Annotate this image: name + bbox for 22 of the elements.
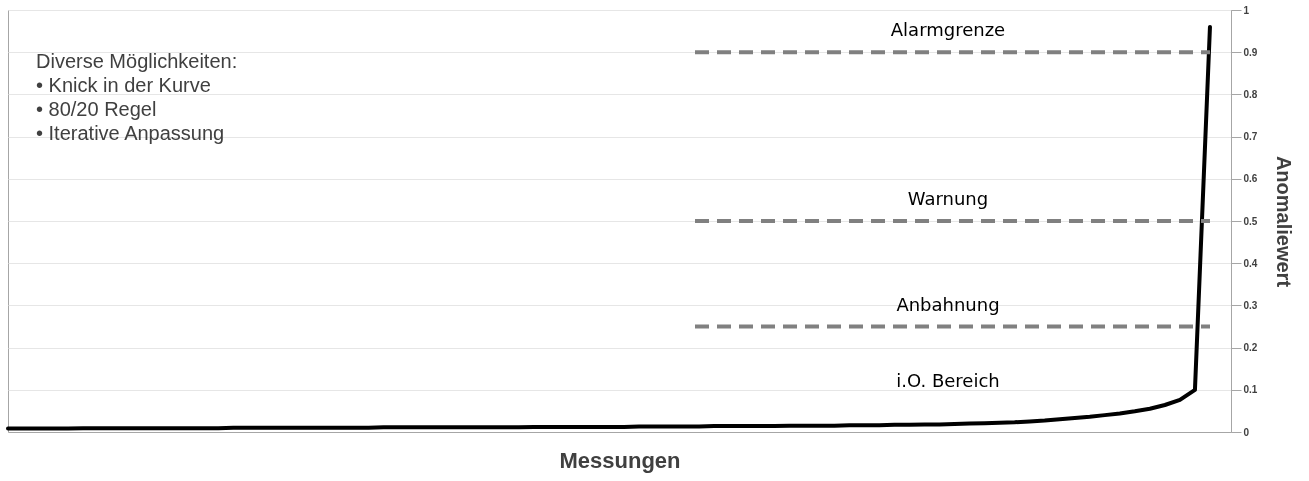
ref-line-label: Alarmgrenze: [890, 19, 1006, 41]
ref-line-label: Anbahnung: [896, 293, 1000, 315]
annotation: i.O. Bereich: [896, 370, 1000, 391]
y-axis-title: Anomaliewert: [1273, 155, 1296, 288]
ref-line-label: Warnung: [907, 188, 989, 209]
annotation: • Iterative Anpassung: [36, 122, 225, 144]
y-tick-label: 0.5: [1243, 215, 1258, 227]
y-tick-label: 0.7: [1243, 131, 1258, 143]
y-tick-label: 0.2: [1243, 342, 1258, 354]
y-tick-label: 1: [1243, 4, 1250, 16]
y-tick-label: 0.1: [1243, 384, 1258, 396]
y-tick-label: 0.4: [1243, 257, 1258, 269]
line-series: [6, 24, 1212, 431]
annotation: • 80/20 Regel: [36, 98, 157, 120]
y-tick-label: 0.8: [1243, 88, 1258, 100]
y-tick-label: 0.6: [1243, 173, 1258, 185]
annotation: Diverse Möglichkeiten:: [36, 50, 238, 72]
y-tick-label: 0: [1243, 426, 1250, 438]
y-tick-label: 0.9: [1243, 46, 1258, 58]
x-axis-title: Messungen: [559, 447, 681, 473]
y-tick-label: 0.3: [1243, 299, 1258, 311]
annotation: • Knick in der Kurve: [36, 74, 211, 96]
